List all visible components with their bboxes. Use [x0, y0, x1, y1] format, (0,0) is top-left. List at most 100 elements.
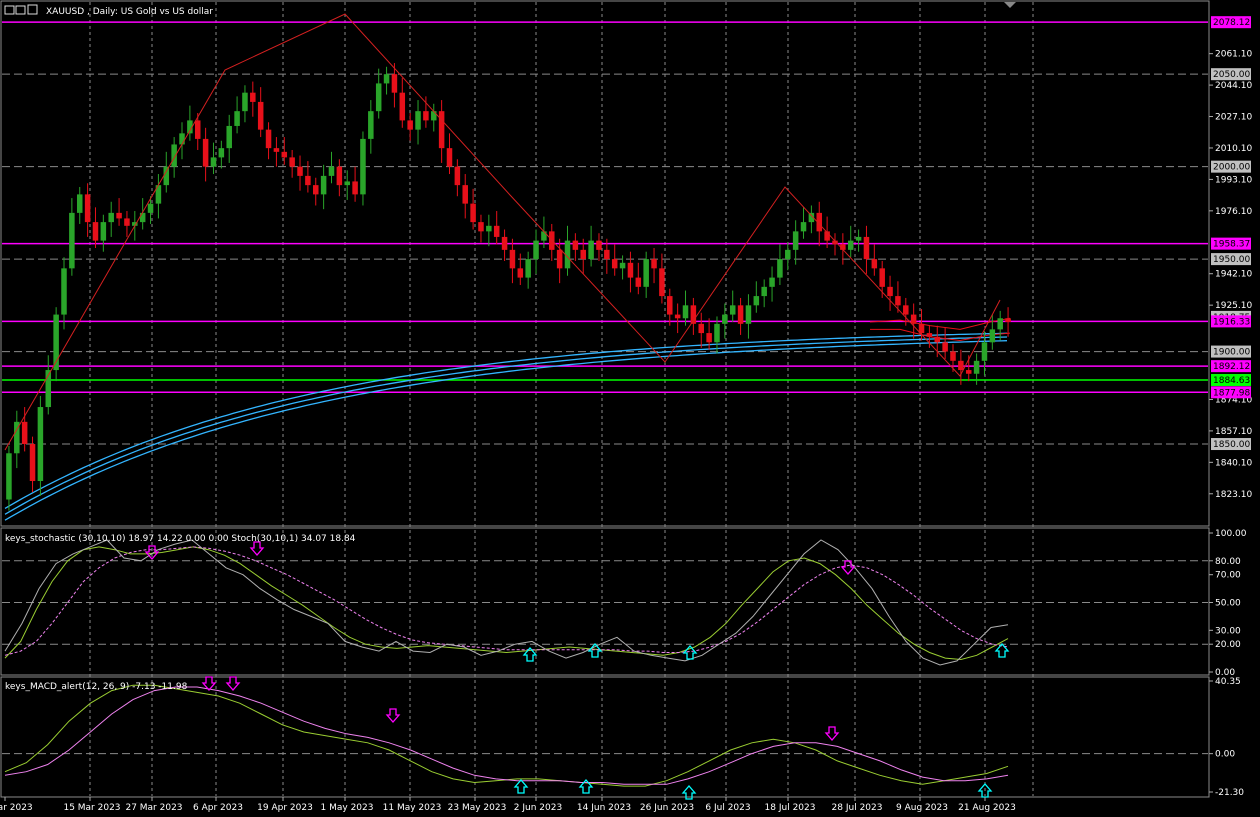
stochastic-panel[interactable] — [0, 527, 1210, 676]
time-label: 6 Jul 2023 — [705, 803, 750, 813]
window-icon[interactable] — [4, 5, 15, 15]
level-tag-label: 1916.33 — [1213, 317, 1250, 327]
candle-body — [667, 296, 673, 315]
stochastic-axis-label: 100.00 — [1215, 529, 1247, 539]
level-tag — [1211, 438, 1251, 451]
candle-body — [368, 111, 374, 139]
arrow-down-icon — [144, 545, 160, 560]
candle-body — [21, 421, 28, 445]
window-icon[interactable] — [15, 5, 26, 15]
candle-body — [541, 231, 547, 241]
candle-body — [714, 323, 720, 343]
macd-title: keys_MACD_alert(12, 26, 9) -7.13 -11.98 — [5, 682, 188, 692]
time-label: 28 Jul 2023 — [832, 803, 883, 813]
level-tag-label: 1900.00 — [1213, 348, 1250, 358]
price-axis: 2061.10 2044.10 2027.10 2010.10 1993.10 1976.… — [1209, 50, 1252, 500]
chart-toolbar[interactable] — [4, 4, 38, 15]
macd-lines — [2, 684, 1208, 787]
level-tag — [1211, 386, 1251, 399]
stochastic-title: keys_stochastic (30,10,10) 18.97 14.22 0… — [5, 534, 356, 544]
stochastic-line — [4, 539, 1009, 666]
price-label: 2044.10 — [1215, 81, 1252, 91]
main-chart-panel[interactable] — [0, 0, 1210, 527]
arrow-down-icon — [225, 676, 241, 691]
candle-body — [572, 240, 579, 250]
candle-body — [116, 212, 122, 219]
candle-body — [431, 111, 437, 121]
stochastic-lines — [2, 539, 1208, 666]
stochastic-axis-label: 70.00 — [1215, 571, 1241, 581]
level-tag — [1211, 315, 1251, 328]
candle-body — [344, 181, 350, 186]
candle-body — [289, 157, 295, 167]
candle-body — [273, 148, 280, 152]
level-tag — [1211, 360, 1251, 373]
candle-body — [163, 166, 170, 186]
candle-body — [257, 101, 264, 130]
candle-body — [895, 296, 901, 306]
level-tag-label: 1877.98 — [1213, 388, 1250, 398]
level-tag-label: 1958.37 — [1213, 240, 1250, 250]
candle-body — [242, 92, 248, 112]
candle-body — [950, 351, 956, 361]
level-tag-label: 1850.00 — [1213, 440, 1250, 450]
stochastic-axis-label: 30.00 — [1215, 626, 1241, 636]
candle-body — [486, 225, 492, 232]
candle-body — [604, 249, 610, 260]
candle-body — [76, 194, 83, 213]
scroll-marker-icon[interactable] — [1004, 2, 1016, 8]
moving-average-line — [4, 332, 1008, 509]
moving-average-line — [4, 340, 1008, 521]
stochastic-axis: 100.00 80.00 70.00 50.00 30.00 20.00 0.00 — [1209, 529, 1247, 678]
level-tag — [1211, 68, 1251, 81]
price-label: 1925.10 — [1215, 301, 1252, 311]
candle-body — [187, 120, 193, 134]
time-label: 14 Jun 2023 — [577, 803, 631, 813]
candle-body — [320, 175, 327, 195]
price-label: 1857.10 — [1215, 427, 1252, 437]
price-label: 2010.10 — [1215, 144, 1252, 154]
arrow-up-icon — [513, 779, 529, 794]
stochastic-axis-label: 80.00 — [1215, 557, 1241, 567]
candle-body — [391, 74, 398, 93]
chart-icon[interactable] — [27, 4, 38, 15]
arrow-down-icon — [249, 541, 265, 556]
level-tag — [1211, 237, 1251, 250]
candles — [6, 63, 1011, 511]
candle-body — [29, 444, 36, 482]
candle-body — [171, 144, 177, 167]
macd-axis-label: 0.00 — [1215, 750, 1235, 760]
candle-body — [281, 151, 288, 158]
candle-body — [250, 92, 256, 102]
price-label: 2061.10 — [1215, 50, 1252, 60]
macd-panel[interactable] — [0, 676, 1210, 798]
time-label: 21 Aug 2023 — [958, 803, 1016, 813]
candle-body — [965, 370, 972, 374]
candle-body — [635, 277, 642, 287]
price-label: 1976.10 — [1215, 207, 1252, 217]
candle-body — [218, 148, 225, 158]
candle-body — [761, 286, 767, 297]
time-label: 19 Apr 2023 — [257, 803, 313, 813]
candle-body — [556, 249, 563, 269]
arrow-down-icon — [385, 708, 401, 723]
candle-body — [179, 133, 185, 145]
candle-body — [674, 314, 681, 319]
level-tag-label: 2050.00 — [1213, 70, 1250, 80]
candle-body — [478, 222, 484, 232]
candle-body — [997, 318, 1003, 330]
candle-body — [580, 249, 586, 260]
price-label: 1993.10 — [1215, 175, 1252, 185]
level-tag — [1211, 253, 1251, 266]
candle-body — [777, 259, 783, 278]
candle-body — [973, 360, 980, 374]
candle-body — [147, 203, 154, 213]
candle-body — [769, 277, 775, 287]
level-tag-label: 1884.63 — [1213, 376, 1250, 386]
candle-body — [423, 111, 429, 121]
candle-body — [533, 240, 539, 260]
price-label: 1942.10 — [1215, 270, 1252, 280]
candle-body — [729, 305, 736, 315]
time-label: 27 Mar 2023 — [125, 803, 182, 813]
